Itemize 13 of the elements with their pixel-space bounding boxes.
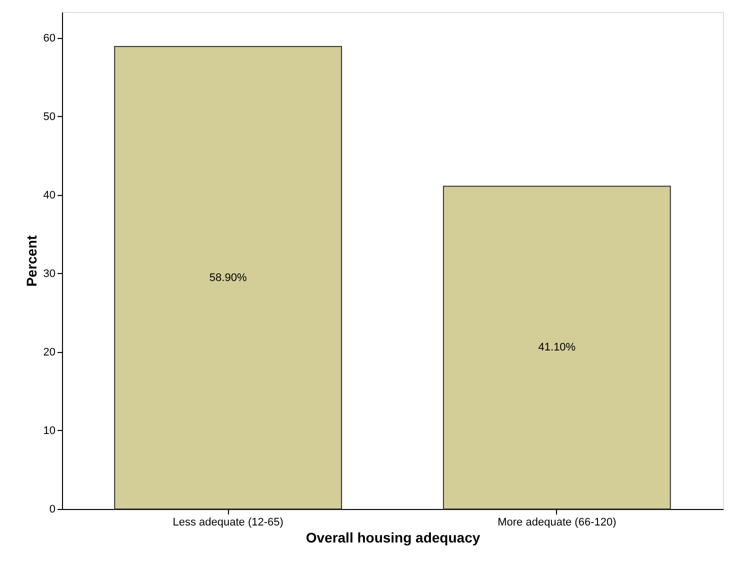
y-tick-label: 40 [43,189,56,202]
y-tick-label: 60 [43,32,56,44]
y-axis-title: Percent [23,234,40,287]
x-tick-label: Less adequate (12-65) [172,516,284,528]
x-axis-title: Overall housing adequacy [306,530,480,546]
y-tick-label: 20 [43,346,56,358]
data-label: 58.90% [209,272,247,284]
y-tick-label: 0 [49,504,56,516]
data-label: 41.10% [538,342,576,354]
y-tick-label: 30 [43,268,56,280]
y-tick-label: 10 [43,424,56,437]
x-tick-label: More adequate (66-120) [498,516,616,528]
y-tick-label: 50 [43,110,56,123]
